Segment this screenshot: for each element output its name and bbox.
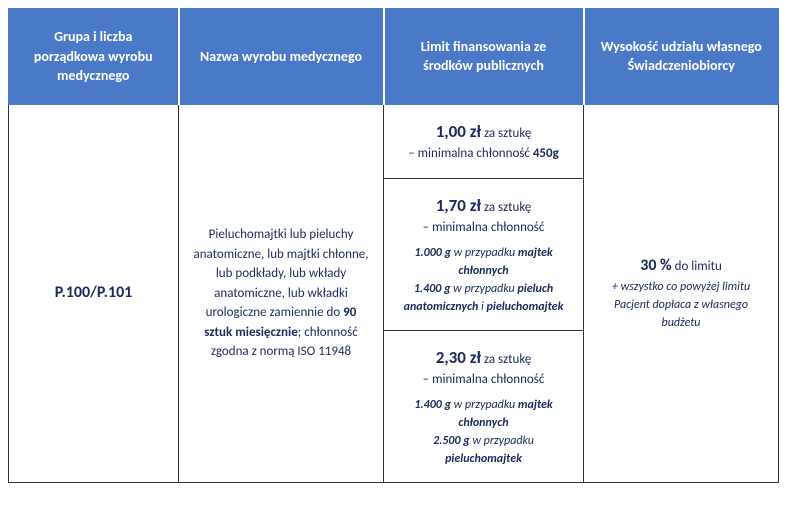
header-row: Grupa i liczba porządkowa wyrobu medyczn… xyxy=(9,9,779,105)
tier3-spec: 1.400 g w przypadku majtek chłonnych 2.5… xyxy=(396,396,571,468)
header-group: Grupa i liczba porządkowa wyrobu medyczn… xyxy=(9,9,179,105)
tier2-sub: – minimalna chłonność xyxy=(396,218,571,238)
tier2-spec: 1.000 g w przypadku majtek chłonnych 1.4… xyxy=(396,244,571,316)
header-product-name: Nazwa wyrobu medycznego xyxy=(179,9,384,105)
tier3-price-line: 2,30 zł za sztukę xyxy=(396,345,571,371)
cell-limit-tier2: 1,70 zł za sztukę – minimalna chłonność … xyxy=(384,178,584,330)
cell-limit-tier1: 1,00 zł za sztukę – minimalna chłonność … xyxy=(384,104,584,178)
product-code: P.100/P.101 xyxy=(55,283,133,302)
tier1-price-line: 1,00 zł za sztukę xyxy=(396,119,571,145)
cell-limit-tier3: 2,30 zł za sztukę – minimalna chłonność … xyxy=(384,330,584,482)
product-description: Pieluchomajtki lub pieluchy anatomiczne,… xyxy=(194,227,369,359)
tier2-price-line: 1,70 zł za sztukę xyxy=(396,193,571,219)
table-row: P.100/P.101 Pieluchomajtki lub pieluchy … xyxy=(9,104,779,178)
header-limit: Limit finansowania ze środków publicznyc… xyxy=(384,9,584,105)
cell-share: 30 % do limitu + wszystko co powyżej lim… xyxy=(584,104,779,482)
tier1-sub: – minimalna chłonność 450g xyxy=(396,144,571,164)
reimbursement-table: Grupa i liczba porządkowa wyrobu medyczn… xyxy=(8,8,779,483)
cell-code: P.100/P.101 xyxy=(9,104,179,482)
share-note: + wszystko co powyżej limitu Pacjent dop… xyxy=(596,278,766,332)
tier3-sub: – minimalna chłonność xyxy=(396,370,571,390)
cell-product: Pieluchomajtki lub pieluchy anatomiczne,… xyxy=(179,104,384,482)
header-share: Wysokość udziału własnego Świadczeniobio… xyxy=(584,9,779,105)
share-line: 30 % do limitu xyxy=(596,254,766,278)
